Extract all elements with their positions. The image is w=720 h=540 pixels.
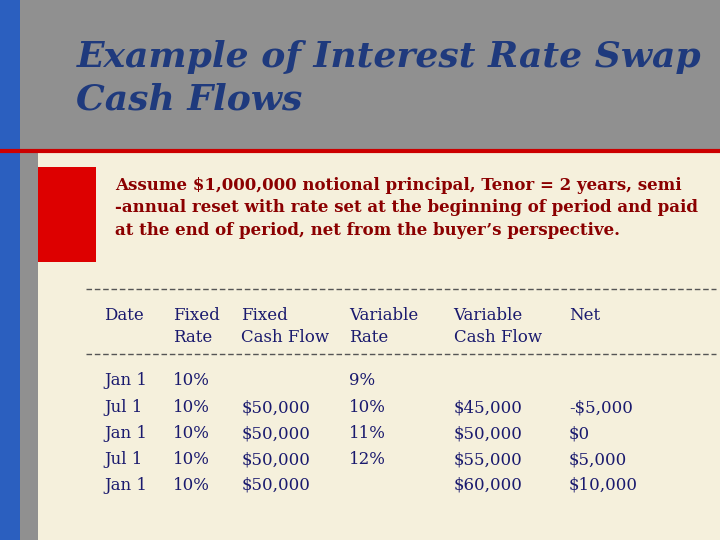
Text: Jan 1: Jan 1 — [104, 372, 148, 389]
Text: 11%: 11% — [349, 425, 386, 442]
Text: Cash Flow: Cash Flow — [454, 329, 541, 346]
Bar — [20, 0, 720, 151]
Text: -$5,000: -$5,000 — [569, 399, 633, 416]
Text: Cash Flow: Cash Flow — [241, 329, 329, 346]
Text: Variable: Variable — [349, 307, 418, 325]
Text: Net: Net — [569, 307, 600, 325]
Text: 9%: 9% — [349, 372, 375, 389]
Text: $50,000: $50,000 — [241, 477, 310, 494]
Text: Date: Date — [104, 307, 144, 325]
Text: Assume $1,000,000 notional principal, Tenor = 2 years, semi
-annual reset with r: Assume $1,000,000 notional principal, Te… — [115, 177, 698, 239]
Text: Jan 1: Jan 1 — [104, 477, 148, 494]
Text: 10%: 10% — [349, 399, 386, 416]
Text: 10%: 10% — [173, 477, 210, 494]
Text: 10%: 10% — [173, 451, 210, 468]
Text: $50,000: $50,000 — [241, 425, 310, 442]
Text: Example of Interest Rate Swap
Cash Flows: Example of Interest Rate Swap Cash Flows — [76, 40, 701, 116]
Text: 12%: 12% — [349, 451, 386, 468]
Text: $55,000: $55,000 — [454, 451, 522, 468]
Text: Jan 1: Jan 1 — [104, 425, 148, 442]
Text: $50,000: $50,000 — [241, 399, 310, 416]
Text: $5,000: $5,000 — [569, 451, 627, 468]
Text: 10%: 10% — [173, 425, 210, 442]
Text: 10%: 10% — [173, 399, 210, 416]
Text: Fixed: Fixed — [241, 307, 288, 325]
Text: $50,000: $50,000 — [454, 425, 523, 442]
Text: Rate: Rate — [173, 329, 212, 346]
Text: 10%: 10% — [173, 372, 210, 389]
Text: $10,000: $10,000 — [569, 477, 638, 494]
Bar — [20, 0, 38, 540]
Text: Jul 1: Jul 1 — [104, 451, 143, 468]
Text: $50,000: $50,000 — [241, 451, 310, 468]
Text: $0: $0 — [569, 425, 590, 442]
Text: Variable: Variable — [454, 307, 523, 325]
Text: $45,000: $45,000 — [454, 399, 523, 416]
Bar — [38, 167, 96, 262]
Text: Fixed: Fixed — [173, 307, 220, 325]
Text: Jul 1: Jul 1 — [104, 399, 143, 416]
Text: Rate: Rate — [349, 329, 389, 346]
Bar — [0, 0, 20, 540]
Text: $60,000: $60,000 — [454, 477, 523, 494]
